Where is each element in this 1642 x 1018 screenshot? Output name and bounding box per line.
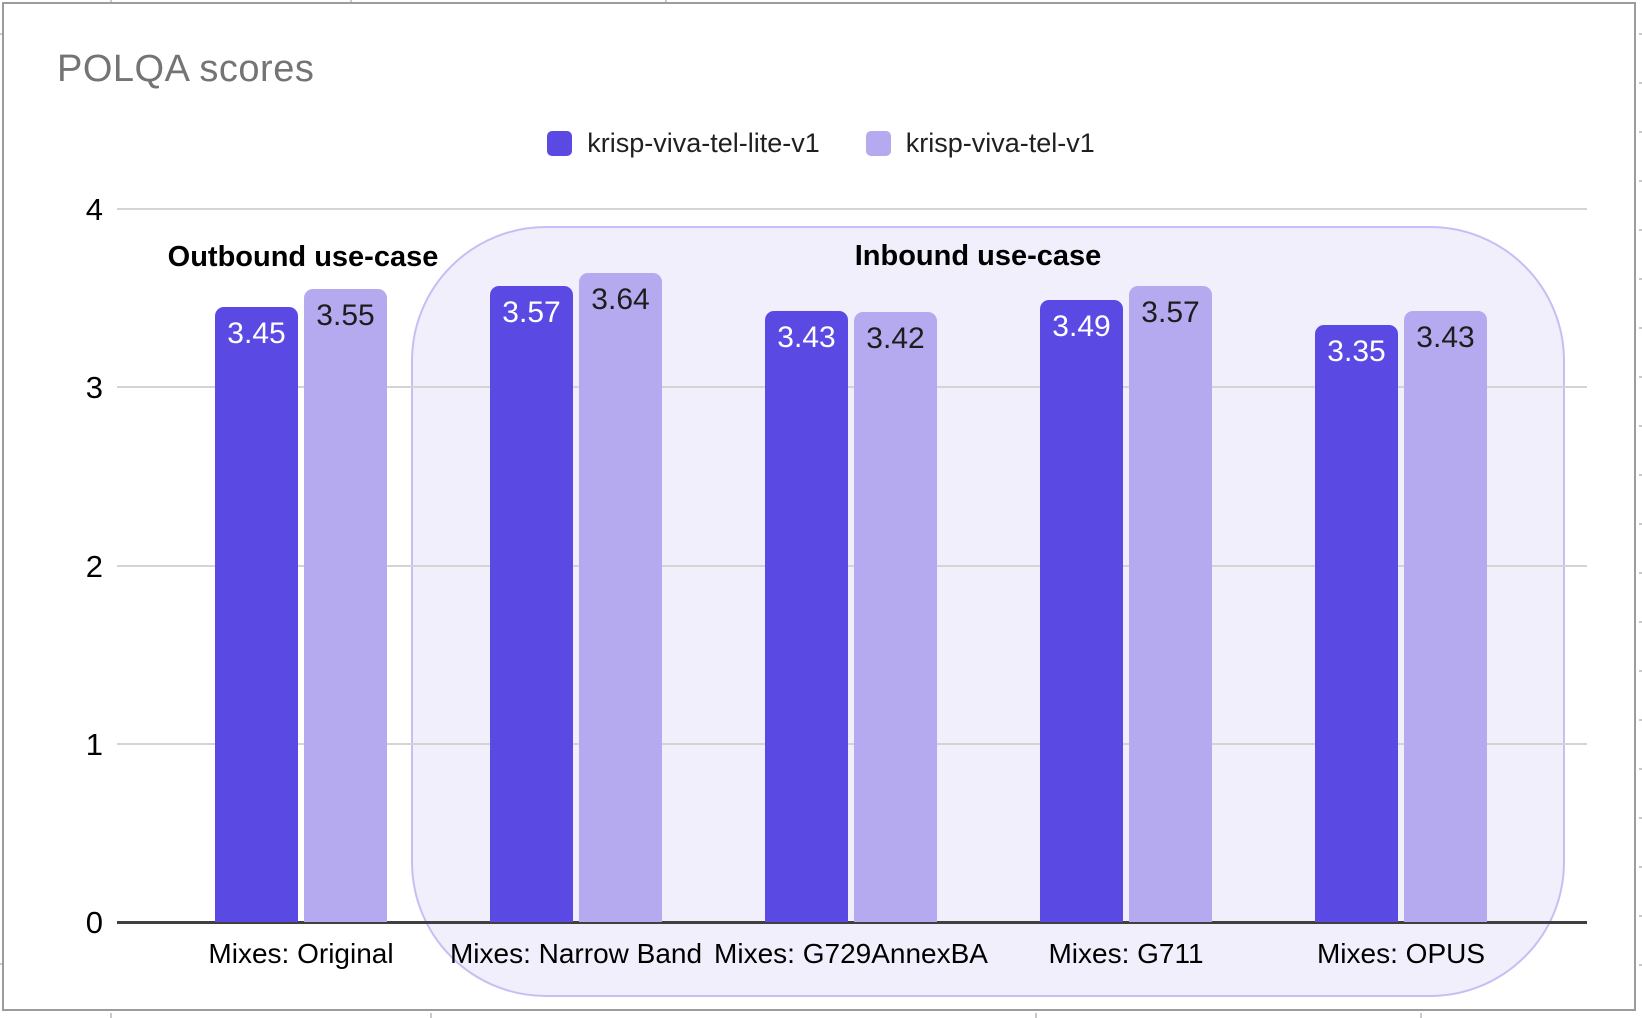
spreadsheet-gridline-tick bbox=[1420, 1013, 1422, 1018]
spreadsheet-gridline-tick bbox=[0, 963, 2, 965]
spreadsheet-gridline-tick bbox=[1639, 33, 1642, 35]
legend-item: krisp-viva-tel-v1 bbox=[865, 128, 1095, 159]
legend-label: krisp-viva-tel-v1 bbox=[905, 128, 1095, 158]
x-axis-baseline bbox=[117, 921, 1587, 924]
spreadsheet-gridline-tick bbox=[1035, 1013, 1037, 1018]
legend-swatch-light-icon bbox=[865, 131, 891, 156]
bar: 3.42 bbox=[854, 312, 937, 922]
legend-swatch-dark-icon bbox=[547, 131, 573, 156]
spreadsheet-gridline-tick bbox=[430, 1013, 432, 1018]
x-axis-category-label: Mixes: Original bbox=[208, 938, 394, 969]
bar-value-label: 3.64 bbox=[591, 283, 650, 316]
spreadsheet-gridline-tick bbox=[1639, 327, 1642, 329]
bar-value-label: 3.55 bbox=[316, 299, 375, 332]
spreadsheet-gridline-tick bbox=[1639, 425, 1642, 427]
y-axis-tick-label: 3 bbox=[85, 370, 103, 406]
spreadsheet-gridline-tick bbox=[1639, 229, 1642, 231]
bar-value-label: 3.45 bbox=[227, 317, 286, 350]
legend-label: krisp-viva-tel-lite-v1 bbox=[587, 128, 820, 158]
spreadsheet-gridline-tick bbox=[350, 0, 352, 2]
bar-value-label: 3.35 bbox=[1327, 335, 1386, 368]
bar-value-label: 3.42 bbox=[866, 322, 925, 355]
spreadsheet-gridline-tick bbox=[110, 1013, 112, 1018]
bar: 3.55 bbox=[304, 289, 387, 922]
spreadsheet-gridline-tick bbox=[1639, 278, 1642, 280]
spreadsheet-gridline-tick bbox=[1639, 474, 1642, 476]
gridline bbox=[117, 742, 1587, 745]
bar-value-label: 3.49 bbox=[1052, 310, 1111, 343]
bar: 3.49 bbox=[1040, 300, 1123, 922]
bar-value-label: 3.57 bbox=[1141, 296, 1200, 329]
x-axis-category-label: Mixes: G711 bbox=[1048, 938, 1204, 969]
bar-value-label: 3.43 bbox=[1416, 321, 1475, 354]
spreadsheet-gridline-tick bbox=[1639, 376, 1642, 378]
bar: 3.45 bbox=[215, 307, 298, 922]
spreadsheet-gridline-tick bbox=[1639, 670, 1642, 672]
spreadsheet-gridline-tick bbox=[665, 0, 667, 2]
bar-value-label: 3.57 bbox=[502, 296, 561, 329]
y-axis-tick-label: 0 bbox=[85, 905, 103, 940]
gridline bbox=[117, 564, 1587, 567]
annotation-outbound-use-case: Outbound use-case bbox=[167, 241, 439, 273]
spreadsheet-gridline-tick bbox=[1639, 964, 1642, 966]
gridline bbox=[117, 208, 1587, 210]
spreadsheet-gridline-tick bbox=[0, 33, 2, 35]
spreadsheet-gridline-tick bbox=[1639, 621, 1642, 623]
spreadsheet-gridline-tick bbox=[1639, 817, 1642, 819]
legend-item: krisp-viva-tel-lite-v1 bbox=[547, 128, 820, 159]
bar: 3.57 bbox=[1129, 286, 1212, 922]
spreadsheet-gridline-tick bbox=[1639, 915, 1642, 917]
bar-value-label: 3.43 bbox=[777, 321, 836, 354]
y-axis-tick-label: 4 bbox=[85, 192, 103, 227]
bar: 3.43 bbox=[765, 311, 848, 922]
x-axis-category-label: Mixes: Narrow Band bbox=[449, 938, 703, 969]
gridline bbox=[117, 386, 1587, 389]
bar: 3.43 bbox=[1404, 311, 1487, 922]
bar: 3.64 bbox=[579, 273, 662, 922]
spreadsheet-gridline-tick bbox=[110, 0, 112, 2]
x-axis-category-label: Mixes: G729AnnexBA bbox=[714, 938, 988, 969]
chart-legend: krisp-viva-tel-lite-v1 krisp-viva-tel-v1 bbox=[0, 128, 1642, 159]
spreadsheet-gridline-tick bbox=[1639, 866, 1642, 868]
x-axis-category-label: Mixes: OPUS bbox=[1316, 938, 1486, 969]
spreadsheet-gridline-tick bbox=[1639, 180, 1642, 182]
spreadsheet-gridline-tick bbox=[1639, 82, 1642, 84]
spreadsheet-gridline-tick bbox=[1639, 572, 1642, 574]
spreadsheet-gridline-tick bbox=[1639, 131, 1642, 133]
y-axis-tick-label: 2 bbox=[85, 548, 103, 584]
spreadsheet-gridline-tick bbox=[1639, 768, 1642, 770]
spreadsheet-gridline-tick bbox=[1639, 719, 1642, 721]
bar: 3.57 bbox=[490, 286, 573, 922]
y-axis-tick-label: 1 bbox=[85, 726, 103, 762]
annotation-inbound-use-case: Inbound use-case bbox=[854, 240, 1102, 272]
spreadsheet-gridline-tick bbox=[1639, 523, 1642, 525]
chart-title: POLQA scores bbox=[57, 48, 315, 90]
bar: 3.35 bbox=[1315, 325, 1398, 922]
